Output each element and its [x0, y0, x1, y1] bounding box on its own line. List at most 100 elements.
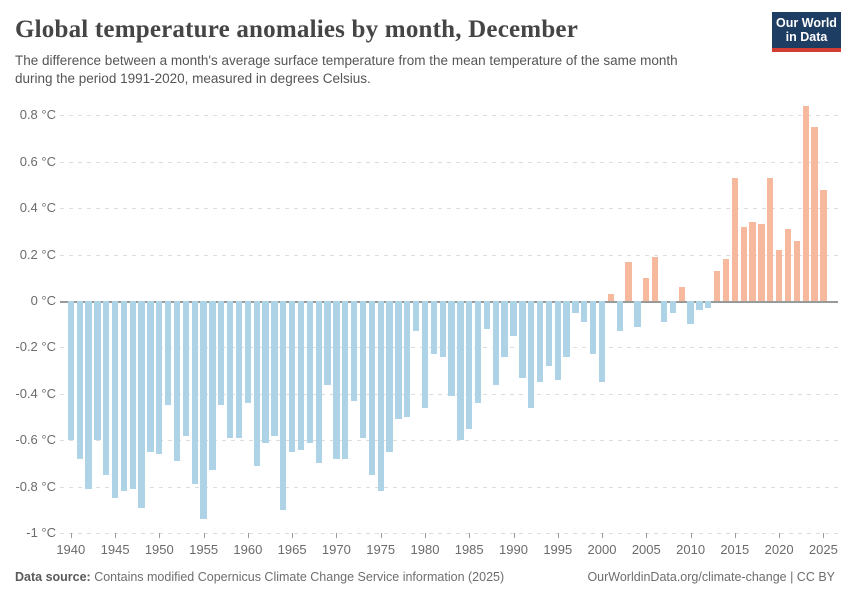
bar-2008[interactable]: [669, 301, 677, 313]
bar-1951[interactable]: [165, 301, 172, 406]
bar-1996[interactable]: [563, 301, 570, 357]
bar-1989[interactable]: [501, 301, 508, 357]
bar-2013[interactable]: [713, 270, 721, 301]
bar-1943[interactable]: [94, 301, 101, 441]
bar-2012[interactable]: [705, 301, 712, 308]
bar-1979[interactable]: [412, 301, 420, 332]
bar-1974[interactable]: [368, 301, 375, 475]
chart-subtitle-line2: during the period 1991-2020, measured in…: [15, 71, 371, 86]
bar-1960[interactable]: [244, 301, 252, 404]
bar-1990[interactable]: [510, 301, 517, 336]
bar-1985[interactable]: [466, 301, 473, 429]
bar-1953[interactable]: [182, 301, 190, 436]
bar-1982[interactable]: [439, 301, 446, 357]
x-tick-1980: [425, 533, 426, 538]
bar-1984[interactable]: [457, 301, 464, 441]
bar-1964[interactable]: [280, 301, 287, 510]
bar-1962[interactable]: [262, 301, 269, 443]
bar-2015[interactable]: [731, 178, 738, 301]
x-tick-1940: [70, 533, 72, 538]
bar-2024[interactable]: [811, 127, 818, 301]
bar-2005[interactable]: [643, 277, 650, 301]
bar-1997[interactable]: [572, 301, 579, 313]
bar-1956[interactable]: [209, 301, 216, 471]
bar-1944[interactable]: [103, 301, 110, 475]
y-axis-label: 0.8 °C: [19, 107, 56, 123]
bar-1945[interactable]: [111, 301, 119, 499]
bar-2023[interactable]: [802, 106, 809, 301]
bar-1948[interactable]: [138, 301, 145, 508]
bar-1940[interactable]: [67, 301, 74, 441]
bar-1969[interactable]: [324, 301, 331, 385]
x-axis-label-1960: 1960: [233, 542, 263, 557]
bar-1986[interactable]: [474, 301, 482, 404]
owid-logo[interactable]: Our World in Data: [772, 12, 841, 52]
bar-2003[interactable]: [625, 261, 632, 301]
bar-1954[interactable]: [191, 301, 198, 485]
x-axis-label-2000: 2000: [587, 542, 617, 557]
bar-1975[interactable]: [377, 301, 384, 492]
bar-1998[interactable]: [581, 301, 588, 322]
bar-1942[interactable]: [85, 301, 92, 489]
bar-1977[interactable]: [395, 301, 402, 420]
bar-1970[interactable]: [333, 301, 340, 459]
bar-2017[interactable]: [749, 222, 756, 301]
bar-1952[interactable]: [173, 301, 181, 462]
x-tick-1965: [292, 533, 294, 538]
bar-1971[interactable]: [342, 301, 349, 459]
bar-1992[interactable]: [528, 301, 535, 408]
bar-2021[interactable]: [784, 229, 792, 301]
x-axis-label-2005: 2005: [631, 542, 661, 557]
bar-1946[interactable]: [120, 301, 128, 492]
bar-2010[interactable]: [687, 301, 694, 325]
bar-1991[interactable]: [519, 301, 526, 378]
bar-2025[interactable]: [820, 189, 827, 301]
bar-2006[interactable]: [652, 256, 659, 301]
bar-1993[interactable]: [536, 301, 544, 383]
bar-1978[interactable]: [404, 301, 411, 417]
bar-1941[interactable]: [76, 301, 83, 459]
bar-1999[interactable]: [590, 301, 597, 355]
bar-1968[interactable]: [315, 301, 322, 464]
y-axis-label: 0 °C: [30, 293, 56, 308]
bar-1967[interactable]: [306, 301, 314, 443]
bar-2014[interactable]: [722, 259, 730, 301]
bar-1980[interactable]: [421, 301, 429, 408]
bar-1995[interactable]: [554, 301, 561, 380]
bar-1955[interactable]: [200, 301, 207, 520]
bar-2004[interactable]: [634, 301, 641, 327]
bar-1947[interactable]: [129, 301, 136, 489]
bar-1957[interactable]: [218, 301, 225, 406]
bar-2016[interactable]: [740, 226, 747, 301]
x-tick-1975: [380, 533, 382, 538]
bar-1983[interactable]: [448, 301, 455, 397]
bar-1961[interactable]: [253, 301, 260, 466]
bar-1966[interactable]: [297, 301, 305, 450]
bar-1972[interactable]: [350, 301, 358, 401]
bar-2009[interactable]: [678, 287, 685, 301]
bar-2001[interactable]: [607, 294, 615, 301]
bar-1981[interactable]: [430, 301, 437, 355]
owid-logo-line1: Our World: [776, 16, 837, 30]
bar-2022[interactable]: [793, 240, 800, 301]
bar-2000[interactable]: [598, 301, 606, 383]
bar-1963[interactable]: [271, 301, 278, 436]
x-axis-label-2010: 2010: [676, 542, 706, 557]
bar-1976[interactable]: [386, 301, 393, 452]
bar-2007[interactable]: [660, 301, 668, 322]
bar-2020[interactable]: [775, 250, 783, 301]
bar-2018[interactable]: [758, 224, 765, 301]
owid-attribution-link[interactable]: OurWorldinData.org/climate-change | CC B…: [587, 570, 835, 584]
bar-1988[interactable]: [492, 301, 499, 385]
bar-1994[interactable]: [545, 301, 553, 366]
bar-1949[interactable]: [147, 301, 154, 452]
bar-1973[interactable]: [359, 301, 367, 438]
bar-1959[interactable]: [235, 301, 243, 438]
bar-1965[interactable]: [288, 301, 296, 452]
bar-1950[interactable]: [156, 301, 163, 455]
bar-1987[interactable]: [483, 301, 491, 329]
bar-1958[interactable]: [227, 301, 234, 438]
bar-2002[interactable]: [616, 301, 623, 332]
bar-2011[interactable]: [696, 301, 703, 311]
bar-2019[interactable]: [767, 178, 774, 301]
